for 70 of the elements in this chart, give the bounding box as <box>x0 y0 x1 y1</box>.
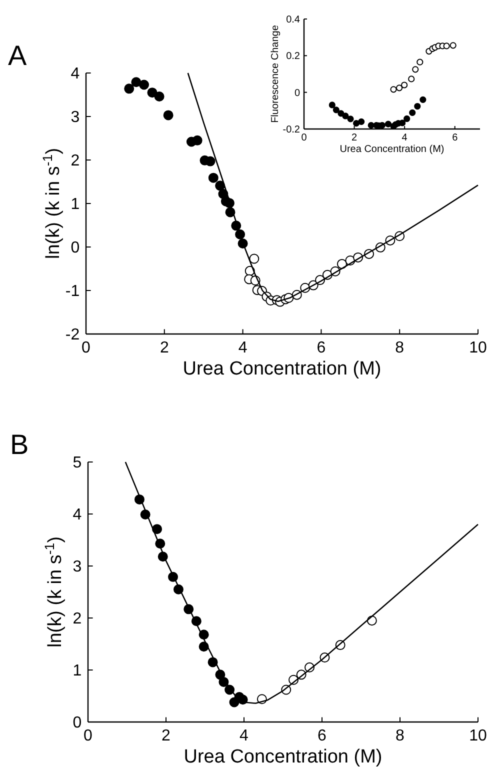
point <box>249 254 260 264</box>
point <box>347 116 354 122</box>
x-tick-label: 6 <box>318 727 327 744</box>
point <box>352 120 360 127</box>
y-tick-label: -2 <box>65 326 80 344</box>
point <box>328 102 336 108</box>
point <box>412 66 419 73</box>
point <box>450 42 456 49</box>
y-tick-label: 2 <box>70 152 80 170</box>
x-tick-label: 2 <box>162 727 171 744</box>
point <box>154 91 164 102</box>
y-tick-label: -0.2 <box>282 124 300 136</box>
x-tick-label: 6 <box>452 132 458 144</box>
point <box>342 112 349 120</box>
x-tick-label: 8 <box>396 727 405 744</box>
x-axis-title: Urea Concentration (M) <box>182 358 382 380</box>
point <box>408 76 415 82</box>
point <box>390 86 397 93</box>
chart-title: B <box>10 429 29 460</box>
point <box>131 77 142 88</box>
y-tick-label: 1 <box>70 196 80 214</box>
point <box>163 110 174 120</box>
point <box>152 524 162 534</box>
y-tick-label: -1 <box>65 283 80 300</box>
point <box>124 84 134 94</box>
y-tick-label: 0 <box>72 714 82 732</box>
y-tick-label: 0 <box>70 240 80 257</box>
chart-title: A <box>8 40 27 71</box>
x-tick-label: 6 <box>316 339 326 356</box>
x-tick-label: 2 <box>352 132 358 144</box>
point <box>147 88 158 98</box>
y-tick-label: 1 <box>72 662 82 680</box>
x-tick-label: 10 <box>469 727 487 744</box>
point <box>139 80 150 90</box>
y-tick-label: 4 <box>72 506 82 524</box>
point <box>208 172 218 183</box>
point <box>404 115 410 122</box>
x-tick-label: 10 <box>469 339 487 356</box>
point <box>399 120 406 126</box>
point <box>396 84 403 92</box>
y-tick-label: 0 <box>294 88 300 99</box>
point <box>414 102 421 110</box>
y-tick-label: 4 <box>70 66 80 83</box>
y-tick-label: 0.4 <box>286 14 300 26</box>
x-tick-label: 8 <box>395 339 404 356</box>
y-tick-label: 3 <box>72 558 82 576</box>
y-axis-title: Fluorescence Change <box>270 24 281 123</box>
x-tick-label: 4 <box>240 727 249 744</box>
x-tick-label: 0 <box>301 132 308 144</box>
x-axis-title: Urea Concentration (M) <box>184 746 382 768</box>
point <box>368 122 374 129</box>
x-tick-label: 4 <box>402 132 408 144</box>
x-tick-label: 2 <box>160 339 169 356</box>
y-tick-label: 2 <box>72 610 82 628</box>
point <box>409 109 416 116</box>
point <box>443 42 450 50</box>
point <box>358 118 365 125</box>
x-tick-label: 0 <box>84 727 93 744</box>
point <box>401 82 408 88</box>
point <box>205 156 216 166</box>
y-tick-label: 0.2 <box>286 51 300 62</box>
point <box>384 120 392 128</box>
point <box>192 135 202 146</box>
point <box>332 106 340 114</box>
y-tick-label: 3 <box>70 109 80 126</box>
y-tick-label: 5 <box>72 454 82 472</box>
point <box>416 58 424 66</box>
x-axis-title: Urea Concentration (M) <box>340 144 444 155</box>
x-tick-label: 4 <box>238 339 248 356</box>
point <box>420 96 426 103</box>
